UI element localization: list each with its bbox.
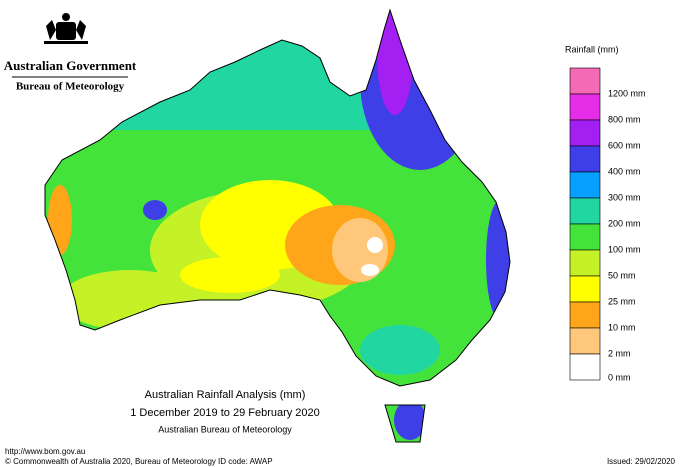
government-name: Australian Government (4, 58, 137, 73)
legend-label: 400 mm (608, 166, 641, 176)
caption-title: Australian Rainfall Analysis (mm) (145, 389, 306, 401)
legend-swatch (569, 301, 601, 329)
legend-label: 100 mm (608, 244, 641, 254)
legend-swatch (569, 223, 601, 251)
legend-label: 25 mm (608, 296, 636, 306)
legend-swatch (569, 249, 601, 277)
legend-label: 1200 mm (608, 88, 646, 98)
legend-swatch (569, 93, 601, 121)
legend-label: 300 mm (608, 192, 641, 202)
legend-label: 0 mm (608, 372, 631, 382)
caption-source: Australian Bureau of Meteorology (158, 424, 292, 434)
legend-swatch (569, 67, 601, 95)
legend-swatch (569, 171, 601, 199)
footer-copyright: © Commonwealth of Australia 2020, Bureau… (5, 457, 216, 466)
agency-name: Bureau of Meteorology (16, 81, 125, 93)
legend-label: 800 mm (608, 114, 641, 124)
coastline (44, 8, 511, 443)
legend-swatch (569, 119, 601, 147)
legend-label: 2 mm (608, 348, 631, 358)
legend-label: 50 mm (608, 270, 636, 280)
legend-label: 200 mm (608, 218, 641, 228)
legend-title: Rainfall (mm) (565, 44, 619, 54)
footer-issued: Issued: 29/02/2020 (607, 457, 676, 466)
caption-period: 1 December 2019 to 29 February 2020 (130, 407, 320, 419)
legend-swatch (569, 145, 601, 173)
legend-swatch (569, 197, 601, 225)
footer-id-code: ID code: AWAP (218, 457, 273, 466)
legend-swatch (569, 327, 601, 355)
legend: 1200 mm 800 mm 600 mm 400 mm 300 mm 200 mm 100… (569, 67, 646, 382)
crest (44, 13, 88, 44)
legend-swatch (569, 353, 601, 381)
legend-swatch (569, 275, 601, 303)
legend-label: 10 mm (608, 322, 636, 332)
legend-label: 600 mm (608, 140, 641, 150)
footer-url: http://www.bom.gov.au (5, 447, 85, 456)
